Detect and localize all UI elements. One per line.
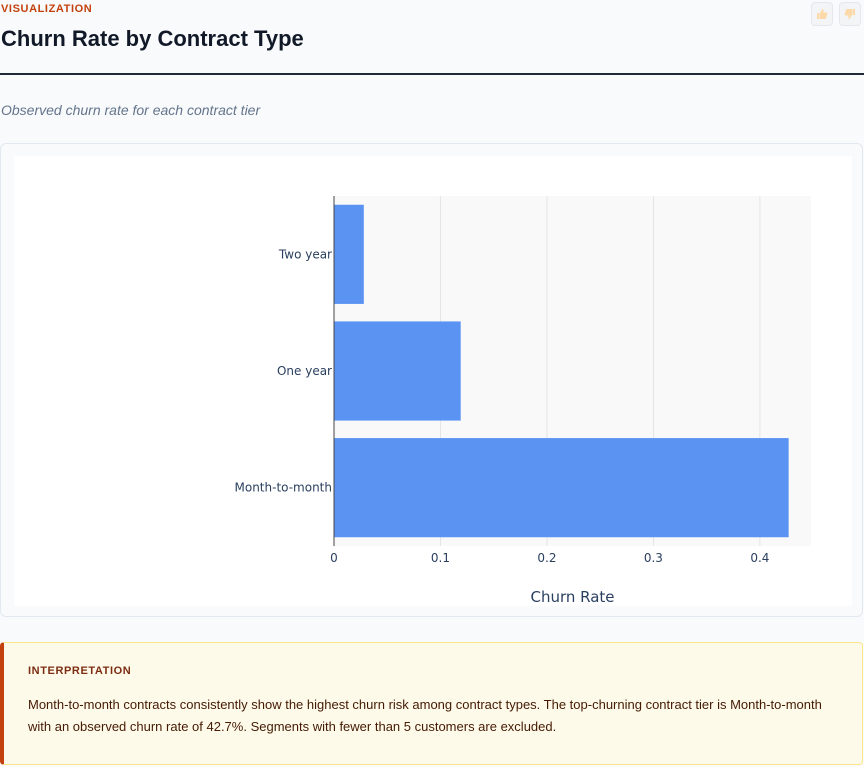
bar	[334, 438, 789, 538]
thumbs-down-icon	[844, 9, 855, 19]
bar-chart: 0 0.1 0.2 0.3 0.4 Month-to-month One year Two y…	[235, 196, 811, 606]
section-eyebrow: VISUALIZATION	[1, 3, 93, 15]
chart-container: 0 0.1 0.2 0.3 0.4 Month-to-month One year Two y…	[14, 156, 852, 606]
chart-subtitle: Observed churn rate for each contract ti…	[1, 102, 261, 118]
bar	[334, 204, 364, 304]
thumbs-up-button[interactable]	[811, 2, 833, 26]
page-title: Churn Rate by Contract Type	[1, 26, 304, 51]
interpretation-panel: INTERPRETATION Month-to-month contracts …	[0, 642, 863, 765]
x-axis-title: Churn Rate	[530, 588, 614, 606]
interpretation-label: INTERPRETATION	[28, 665, 132, 677]
y-tick-label: Month-to-month	[235, 481, 333, 495]
y-tick-label: One year	[277, 364, 332, 378]
x-tick-label: 0.1	[431, 551, 450, 565]
y-tick-label: Two year	[278, 247, 332, 261]
interpretation-text: Month-to-month contracts consistently sh…	[28, 697, 822, 734]
x-tick-label: 0	[330, 551, 338, 565]
x-tick-label: 0.2	[537, 551, 556, 565]
bar	[334, 321, 461, 421]
thumbs-down-button[interactable]	[839, 2, 861, 26]
header-divider	[0, 73, 864, 75]
visualization-header: VISUALIZATION Churn Rate by Contract Typ…	[0, 0, 864, 76]
x-tick-label: 0.4	[750, 551, 769, 565]
chart-card: 0 0.1 0.2 0.3 0.4 Month-to-month One year Two y…	[0, 143, 863, 617]
x-tick-label: 0.3	[644, 551, 663, 565]
thumbs-up-icon	[817, 9, 828, 19]
